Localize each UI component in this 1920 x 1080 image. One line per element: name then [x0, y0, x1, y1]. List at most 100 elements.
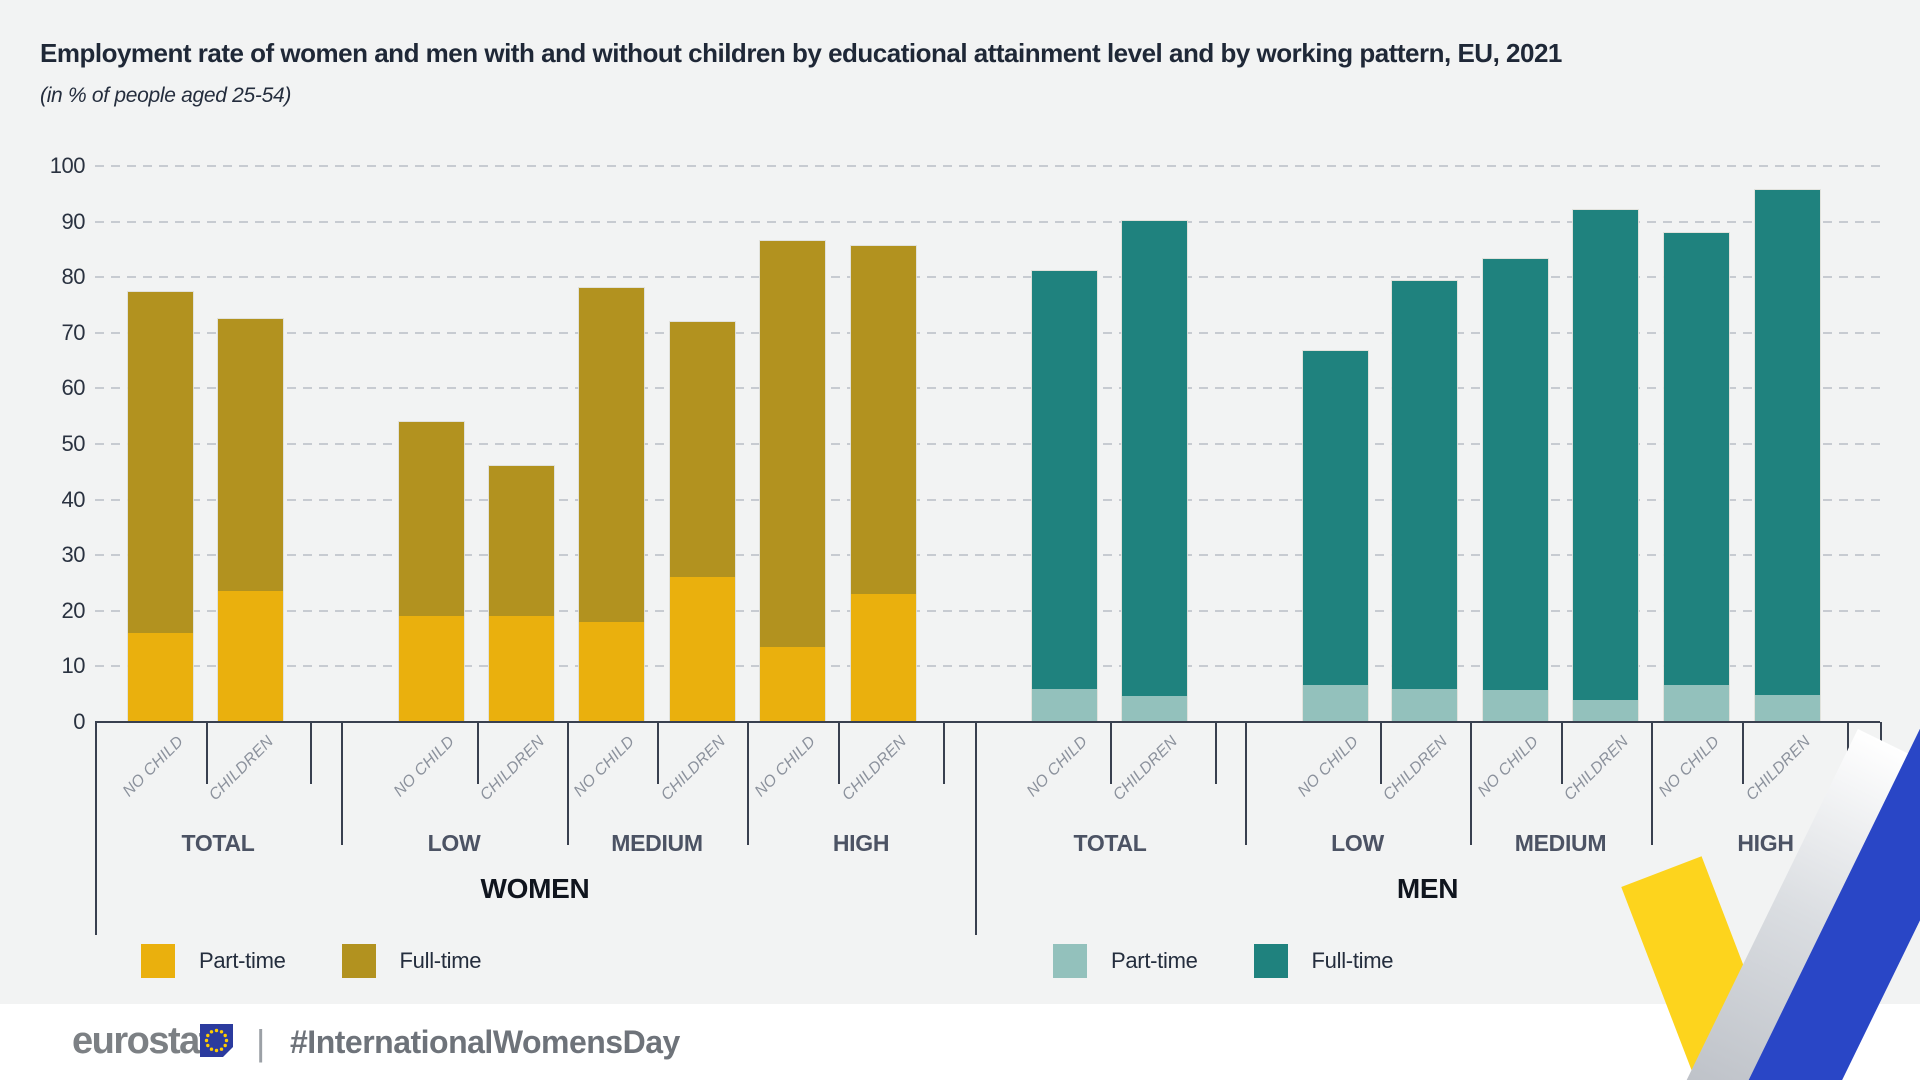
eurostat-logo: eurostat [72, 1020, 211, 1062]
footer-separator: | [256, 1022, 266, 1063]
bar-women-high-children [851, 245, 916, 722]
bar-segment-part-time [1392, 688, 1457, 722]
bar-women-low-no-child [399, 421, 464, 722]
bar-men-medium-children [1573, 209, 1638, 722]
bar-women-total-children [218, 318, 283, 722]
bar-segment-part-time [399, 616, 464, 722]
category-label: CHILDREN [1379, 733, 1451, 804]
bar-segment-part-time [1573, 700, 1638, 722]
legend-swatch-women-full-time [341, 944, 376, 978]
bar-segment-part-time [1122, 695, 1187, 722]
legend-swatch-men-part-time [1053, 944, 1087, 978]
bar-men-total-children [1122, 221, 1187, 722]
bar-segment-part-time [579, 621, 644, 722]
bar-segment-part-time [1303, 685, 1368, 722]
bar-women-high-no-child [760, 241, 825, 722]
group-label: MEDIUM [1514, 830, 1607, 856]
y-axis-label: 100 [49, 153, 86, 178]
gridline [95, 443, 1880, 445]
section-label: WOMEN [480, 873, 590, 904]
group-label: TOTAL [181, 830, 255, 856]
legend-label-part-time: Part-time [199, 948, 286, 973]
gridline [95, 165, 1880, 167]
category-label: CHILDREN [657, 733, 729, 804]
bar-segment-part-time [670, 577, 735, 722]
gridline [95, 276, 1880, 279]
category-label: NO CHILD [390, 733, 458, 801]
bar-men-high-children [1755, 189, 1820, 722]
group-separator-line [341, 722, 343, 845]
section-boundary-line [975, 722, 977, 935]
y-axis-label: 10 [61, 653, 86, 679]
category-label: CHILDREN [476, 733, 548, 804]
y-axis-label: 20 [61, 597, 86, 623]
x-axis-tick [1380, 722, 1382, 784]
group-separator-line [567, 722, 569, 845]
chart-subtitle: (in % of people aged 25-54) [40, 84, 292, 107]
footer [0, 1004, 1920, 1080]
bar-men-high-no-child [1664, 233, 1729, 722]
x-axis-tick [205, 722, 208, 784]
x-axis-tick [1215, 722, 1217, 784]
group-separator-line [1651, 722, 1653, 845]
y-axis-label: 30 [61, 542, 86, 568]
category-label: NO CHILD [1023, 733, 1091, 801]
section-boundary-line [95, 722, 97, 935]
legend-swatch-men-full-time [1253, 944, 1288, 978]
category-label: CHILDREN [838, 733, 910, 804]
bar-men-total-no-child [1032, 270, 1097, 722]
category-label: NO CHILD [570, 733, 638, 801]
gridline [95, 220, 1880, 223]
category-label: NO CHILD [751, 733, 819, 801]
gridline [95, 665, 1880, 668]
bar-men-low-no-child [1303, 350, 1368, 722]
bar-segment-part-time [851, 594, 916, 722]
y-axis-label: 80 [61, 264, 86, 290]
gridline [95, 609, 1880, 612]
legend-men: Part-time Full-time [1053, 944, 1393, 978]
group-label: HIGH [832, 830, 890, 856]
bar-women-low-children [489, 466, 554, 722]
group-label: MEDIUM [611, 830, 703, 856]
y-axis-label: 0 [73, 709, 85, 734]
legend-women: Part-time Full-time [141, 944, 481, 978]
bar-men-medium-no-child [1483, 258, 1548, 722]
campaign-hashtag: #InternationalWomensDay [290, 1024, 680, 1060]
bar-men-low-children [1392, 281, 1457, 722]
category-label: NO CHILD [1474, 733, 1542, 801]
y-axis-label: 50 [61, 431, 86, 456]
gridline [95, 331, 1880, 334]
bar-women-total-no-child [128, 292, 193, 722]
x-axis-tick [1109, 722, 1112, 784]
group-label: HIGH [1737, 830, 1794, 856]
bar-segment-part-time [1032, 688, 1097, 722]
x-axis-tick [657, 722, 659, 784]
group-label: LOW [427, 830, 481, 856]
y-axis-label: 60 [61, 375, 86, 401]
gridline [95, 387, 1880, 390]
y-axis-label: 40 [61, 486, 86, 512]
x-axis-baseline [95, 721, 1880, 723]
bar-segment-part-time [218, 591, 283, 722]
gridline [95, 554, 1880, 557]
legend-label-part-time: Part-time [1111, 948, 1198, 973]
bar-segment-part-time [760, 646, 825, 722]
section-label: MEN [1396, 873, 1459, 904]
eu-flag-icon [200, 1024, 233, 1057]
category-label: NO CHILD [1294, 733, 1362, 801]
womens-day-ribbon-decoration [1610, 715, 1920, 1080]
y-axis-label: 90 [61, 208, 86, 234]
x-axis-tick [310, 722, 312, 784]
bar-segment-part-time [1483, 690, 1548, 722]
gridline [95, 498, 1880, 501]
category-label: CHILDREN [1109, 733, 1181, 804]
bar-women-medium-no-child [579, 288, 644, 722]
group-separator-line [1245, 722, 1247, 845]
x-axis-tick [1742, 722, 1744, 784]
category-label: CHILDREN [205, 733, 277, 804]
legend-label-full-time: Full-time [399, 948, 482, 973]
x-axis-tick [1560, 722, 1563, 784]
x-axis-tick [943, 722, 945, 784]
legend-label-full-time: Full-time [1311, 948, 1394, 973]
